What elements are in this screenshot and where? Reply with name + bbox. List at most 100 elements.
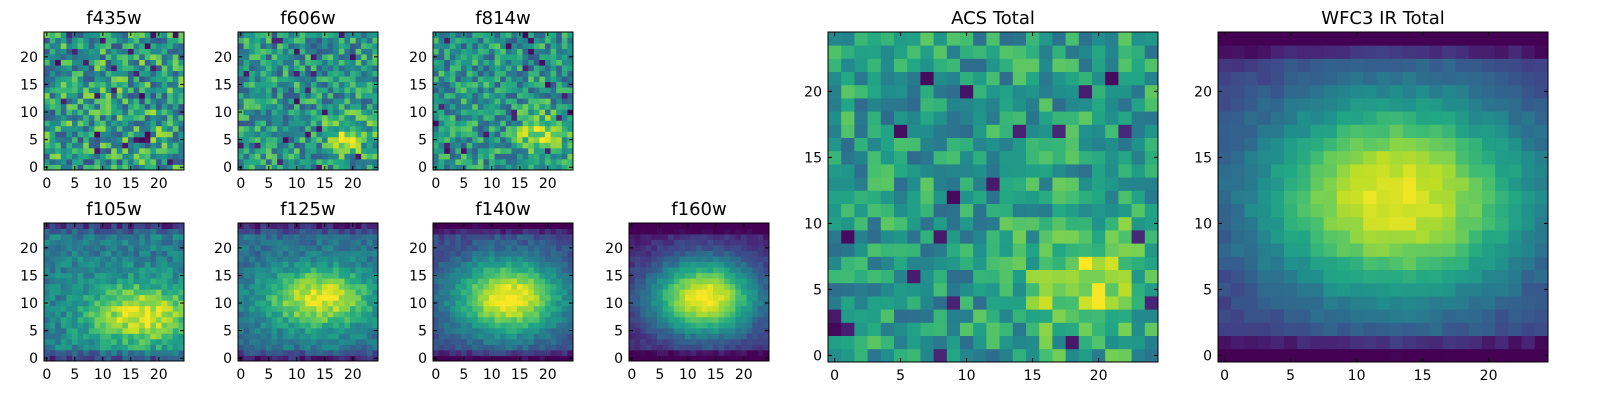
heatmap-cell: [907, 230, 921, 244]
heatmap-cell: [522, 81, 529, 88]
heatmap-cell: [44, 333, 50, 340]
heatmap-cell: [243, 147, 250, 154]
heatmap-cell: [243, 283, 250, 290]
heatmap-cell: [299, 261, 306, 268]
heatmap-cell: [55, 300, 62, 307]
heatmap-cell: [111, 223, 118, 229]
heatmap-cell: [444, 54, 451, 60]
heatmap-cell: [316, 344, 323, 351]
heatmap-cell: [511, 32, 518, 38]
heatmap-cell: [505, 48, 512, 55]
heatmap-cell: [366, 125, 373, 132]
heatmap-cell: [49, 103, 56, 110]
heatmap-cell: [746, 256, 753, 263]
heatmap-cell: [828, 190, 842, 204]
heatmap-cell: [522, 76, 529, 83]
heatmap-cell: [156, 48, 162, 55]
heatmap-cell: [238, 37, 244, 44]
heatmap-cell: [243, 239, 250, 246]
x-tick-label: 15: [707, 367, 725, 383]
heatmap-cell: [679, 278, 686, 285]
heatmap-cell: [144, 322, 151, 329]
heatmap-cell: [477, 114, 484, 121]
heatmap-cell: [72, 48, 78, 55]
heatmap-cell: [763, 234, 770, 240]
heatmap-cell: [83, 65, 90, 72]
heatmap-cell: [455, 239, 462, 246]
heatmap-cell: [128, 234, 134, 240]
heatmap-cell: [100, 278, 106, 285]
heatmap-cell: [260, 153, 267, 160]
heatmap-cell: [350, 142, 356, 149]
heatmap-cell: [77, 109, 84, 116]
heatmap-cell: [156, 234, 162, 240]
heatmap-cell: [366, 327, 373, 334]
heatmap-cell: [338, 65, 345, 72]
heatmap-cell: [763, 289, 770, 296]
heatmap-cell: [522, 322, 529, 329]
heatmap-cell: [60, 142, 67, 149]
heatmap-cell: [105, 316, 112, 323]
heatmap-cell: [494, 278, 501, 285]
heatmap-cell: [729, 261, 736, 268]
heatmap-cell: [528, 234, 535, 240]
heatmap-cell: [539, 234, 546, 240]
heatmap-cell: [640, 316, 647, 323]
heatmap-cell: [556, 136, 563, 143]
heatmap-cell: [260, 316, 267, 323]
heatmap-cell: [355, 272, 362, 279]
heatmap-cell: [133, 239, 140, 246]
heatmap-cell: [556, 322, 563, 329]
heatmap-cell: [55, 136, 62, 143]
heatmap-cell: [333, 87, 340, 94]
heatmap-cell: [489, 245, 495, 251]
heatmap-cell: [489, 37, 495, 44]
heatmap-cell: [645, 239, 652, 246]
heatmap-cell: [651, 256, 658, 263]
heatmap-cell: [344, 131, 351, 138]
heatmap-cell: [249, 228, 256, 235]
heatmap-cell: [561, 81, 568, 88]
x-tick-label: 15: [511, 176, 529, 192]
heatmap-cell: [266, 120, 272, 127]
heatmap-cell: [707, 256, 714, 263]
heatmap-cell: [44, 147, 50, 154]
heatmap-cell: [567, 125, 574, 132]
heatmap-cell: [539, 250, 546, 257]
heatmap-cell: [249, 158, 256, 165]
heatmap-cell: [505, 283, 512, 290]
heatmap-cell: [167, 136, 174, 143]
heatmap-cell: [907, 216, 921, 231]
heatmap-cell: [986, 296, 1000, 310]
heatmap-cell: [366, 65, 373, 72]
heatmap-cell: [249, 316, 256, 323]
heatmap-cell: [60, 349, 67, 356]
heatmap-cell: [156, 283, 162, 290]
heatmap-cell: [350, 261, 356, 268]
heatmap-cell: [355, 239, 362, 246]
heatmap-cell: [338, 76, 345, 83]
heatmap-cell: [372, 131, 379, 138]
heatmap-cell: [271, 43, 278, 49]
heatmap-cell: [880, 296, 895, 310]
heatmap-cell: [72, 87, 78, 94]
heatmap-cell: [72, 92, 78, 99]
heatmap-cell: [333, 278, 340, 285]
heatmap-cell: [477, 81, 484, 88]
heatmap-cell: [299, 294, 306, 301]
heatmap-cell: [960, 203, 974, 218]
heatmap-cell: [477, 234, 484, 240]
heatmap-cell: [116, 147, 123, 154]
heatmap-cell: [310, 261, 317, 268]
heatmap-cell: [444, 48, 451, 55]
heatmap-cell: [288, 234, 295, 240]
heatmap-cell: [310, 278, 317, 285]
heatmap-cell: [701, 311, 708, 318]
heatmap-cell: [128, 344, 134, 351]
heatmap-cell: [500, 333, 507, 340]
heatmap-cell: [344, 316, 351, 323]
heatmap-cell: [746, 305, 753, 312]
heatmap-cell: [305, 283, 312, 290]
heatmap-cell: [144, 32, 151, 38]
heatmap-cell: [505, 131, 512, 138]
